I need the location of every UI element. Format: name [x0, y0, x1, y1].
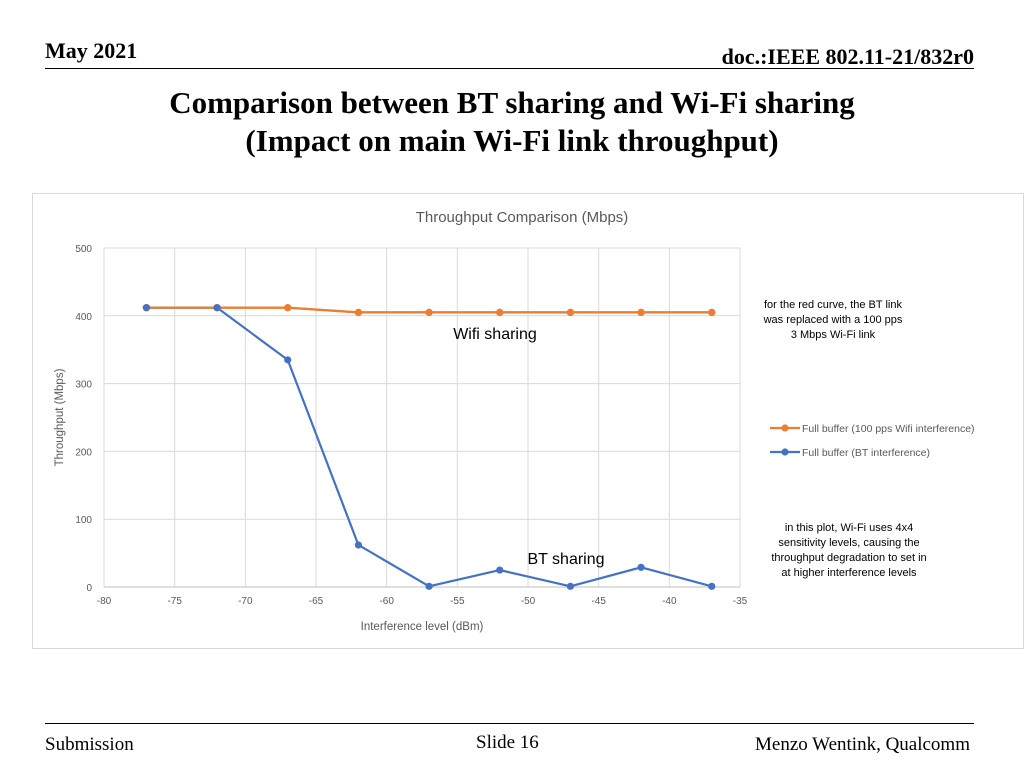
legend-swatch-marker	[781, 448, 789, 456]
chart-note-line: throughput degradation to set in	[771, 552, 926, 564]
series-line-2	[146, 306, 713, 588]
footer-slide-number: Slide 16	[476, 732, 539, 753]
x-tick-label: -35	[733, 596, 748, 607]
footer-divider	[45, 723, 974, 724]
y-axis-label: Throughput (Mbps)	[54, 368, 66, 466]
data-point-series-2	[496, 566, 504, 574]
slide-title-line-2: (Impact on main Wi-Fi link throughput)	[245, 123, 779, 158]
data-point-series-2	[566, 582, 575, 590]
x-tick-label: -50	[521, 596, 536, 607]
y-tick-label: 400	[75, 312, 92, 323]
x-tick-label: -55	[450, 596, 465, 607]
header-divider	[45, 68, 974, 69]
x-axis-label: Interference level (dBm)	[361, 621, 484, 633]
header-doc-id: doc.:IEEE 802.11-21/832r0	[721, 44, 974, 69]
x-tick-label: -65	[309, 596, 324, 607]
chart-note-line: at higher interference levels	[781, 567, 917, 579]
data-point-series-2	[425, 582, 433, 590]
chart-title: Throughput Comparison (Mbps)	[416, 209, 629, 226]
chart-note-line: for the red curve, the BT link	[764, 299, 902, 311]
chart-note-line: 3 Mbps Wi-Fi link	[791, 329, 876, 341]
footer-submission: Submission	[45, 734, 134, 755]
data-point-series-2	[708, 582, 716, 590]
data-point-series-2	[354, 541, 362, 549]
chart-note-line: was replaced with a 100 pps	[763, 314, 903, 326]
x-tick-label: -60	[379, 596, 394, 607]
legend-entry-label: Full buffer (BT interference)	[802, 447, 930, 459]
y-tick-label: 300	[75, 380, 92, 391]
legend-entry-label: Full buffer (100 pps Wifi interference)	[802, 423, 975, 435]
x-tick-label: -40	[662, 596, 677, 607]
slide-title-line-1: Comparison between BT sharing and Wi-Fi …	[169, 85, 855, 120]
data-point-series-2-overlay	[142, 304, 150, 312]
legend-swatch-marker	[781, 424, 789, 432]
data-point-series-2	[637, 563, 645, 571]
data-point-series-1-overlay	[566, 308, 575, 317]
y-tick-label: 200	[75, 447, 92, 458]
header-date: May 2021	[45, 38, 138, 63]
data-point-series-2-overlay	[213, 304, 221, 312]
data-point-series-1-overlay	[637, 308, 645, 317]
data-point-series-1-overlay	[354, 308, 362, 317]
throughput-chart: -80 -75 -70 -65 -60 -55 -50 -45 -40 -35 0 100 200 300…	[54, 209, 975, 633]
chart-area: -80 -75 -70 -65 -60 -55 -50 -45 -40 -35 0 100 200 300…	[32, 193, 1024, 649]
data-point-series-2	[284, 356, 292, 364]
y-tick-label: 500	[75, 244, 92, 255]
x-tick-label: -45	[591, 596, 606, 607]
x-tick-label: -75	[167, 596, 182, 607]
chart-note-line: in this plot, Wi-Fi uses 4x4	[785, 522, 913, 534]
x-tick-label: -80	[97, 596, 112, 607]
data-point-series-1-overlay	[708, 308, 716, 317]
x-tick-label: -70	[238, 596, 253, 607]
y-tick-label: 0	[86, 583, 92, 594]
data-point-series-1-overlay	[496, 308, 504, 317]
chart-note-line: sensitivity levels, causing the	[778, 537, 919, 549]
slide-title: Comparison between BT sharing and Wi-Fi …	[0, 84, 1024, 160]
annotation-label: BT sharing	[527, 551, 604, 568]
data-point-series-1-overlay	[425, 308, 433, 317]
data-point-series-1-overlay	[284, 304, 292, 312]
y-tick-label: 100	[75, 515, 92, 526]
footer-author: Menzo Wentink, Qualcomm	[755, 734, 970, 755]
annotation-label: Wifi sharing	[453, 326, 537, 343]
